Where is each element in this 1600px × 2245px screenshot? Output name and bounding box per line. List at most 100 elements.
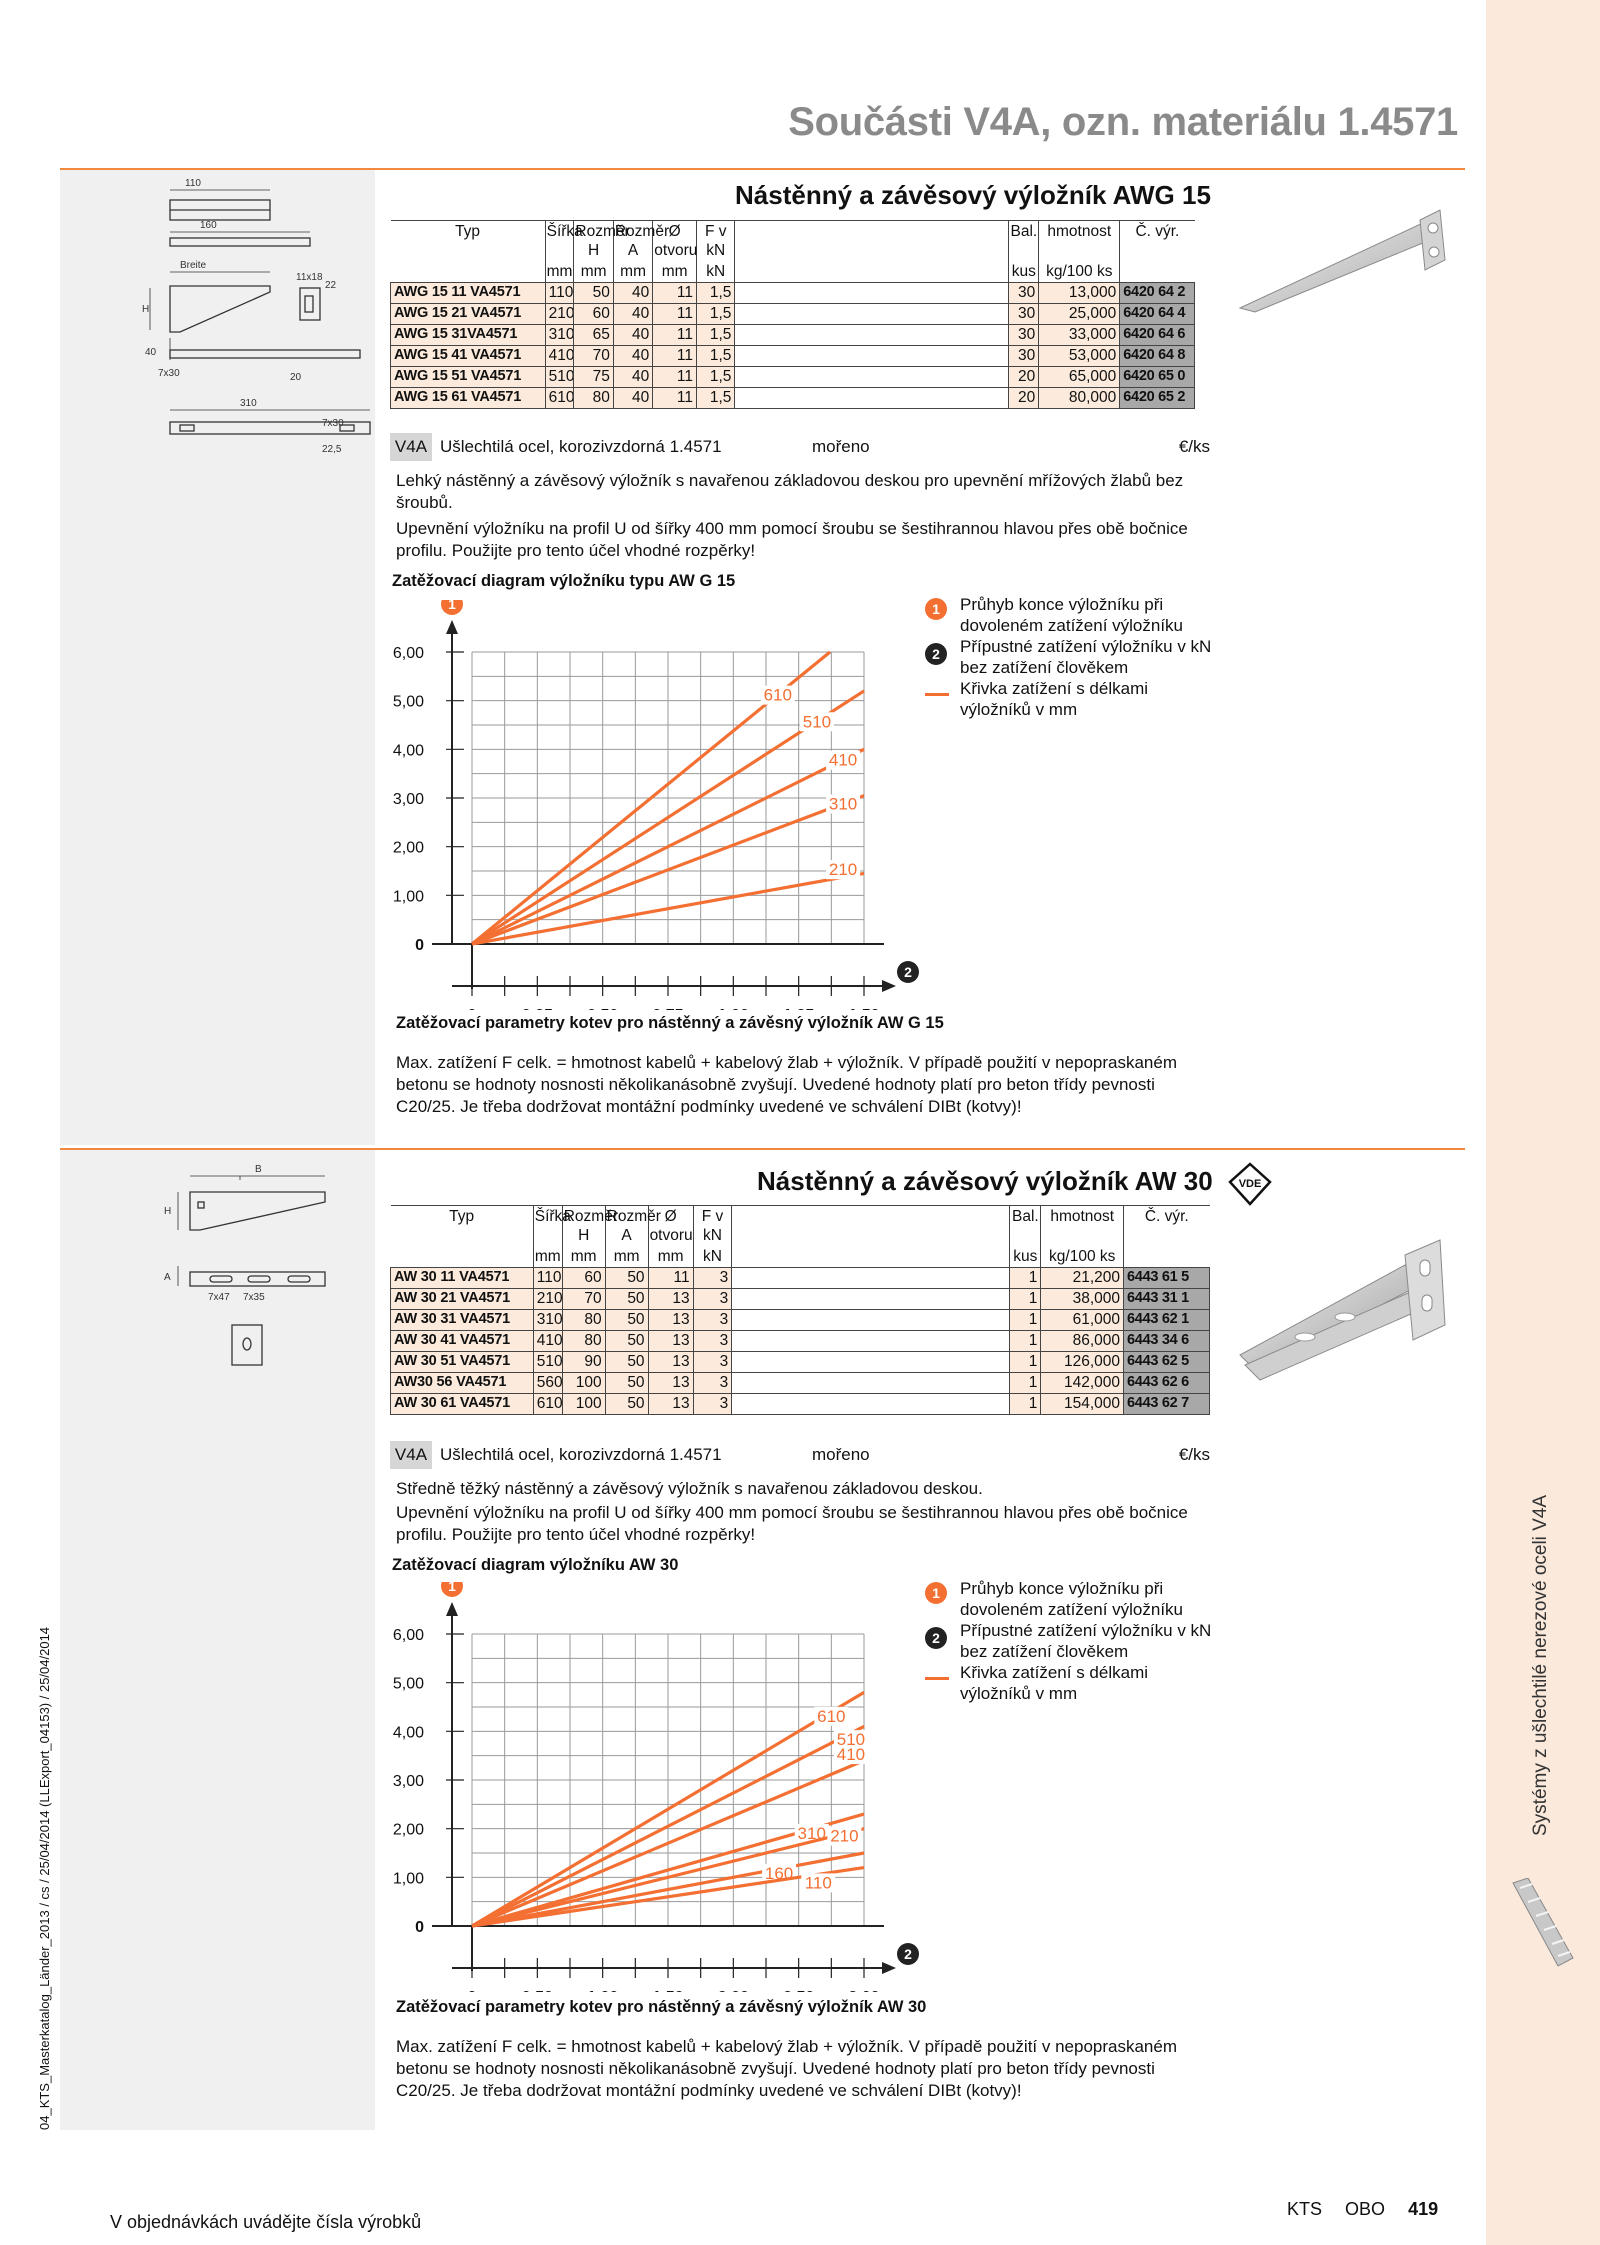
value-cell: 20 [1008,387,1040,409]
material-tag: V4A [390,1441,432,1469]
value-cell: 75 [573,366,614,388]
table-row: AWG 15 41 VA4571 410 70 40 11 1,5 30 53,000 6420… [390,345,1195,367]
dim-label: 7x30 [158,368,180,379]
dim-label: 22,5 [322,444,342,455]
series-label-bg [799,712,834,732]
article-number-cell: 6443 62 7 [1123,1393,1210,1415]
value-cell: 38,000 [1040,1288,1125,1310]
y-tick-label: 0 [415,937,424,954]
value-cell: 90 [561,1351,606,1373]
page-title: Součásti V4A, ozn. materiálu 1.4571 [788,100,1458,144]
value-cell: 50 [604,1309,649,1331]
value-cell: 13 [647,1351,694,1373]
unit-cell: kg/100 ks [1038,261,1121,283]
x-axis-arrow [882,1962,896,1974]
section-title: Nástěnný a závěsový výložník AW 30 [757,1166,1213,1196]
series-label-bg [760,685,795,705]
dim-label: 310 [240,398,257,409]
legend-badge-1: 1 [925,1582,947,1604]
value-cell: 61,000 [1040,1309,1125,1331]
series-line-610 [471,1691,865,1928]
unit-cell: kN [696,261,736,283]
value-cell: 53,000 [1038,345,1121,367]
article-number-cell: 6420 64 8 [1119,345,1195,367]
y-tick-label: 1,00 [393,1870,424,1887]
value-cell: 3 [692,1267,733,1289]
value-cell: 410 [544,345,575,367]
article-number-cell: 6443 61 5 [1123,1267,1210,1289]
type-cell: AW 30 11 VA4571 [390,1267,534,1289]
series-label-bg [814,1706,849,1726]
unit-cell: mm [533,1246,563,1268]
series-label-410: 410 [837,1745,865,1764]
value-cell: 40 [612,324,654,346]
value-cell: 1 [1009,1351,1042,1373]
value-cell: 410 [532,1330,563,1352]
value-cell: 310 [544,324,575,346]
y-tick-label: 0 [415,1919,424,1936]
series-line-410 [471,747,865,946]
article-number-cell: 6443 62 6 [1123,1372,1210,1394]
col-header: Rozměr H [573,220,630,261]
value-cell: 1,5 [696,366,736,388]
article-number-cell: 6443 31 1 [1123,1288,1210,1310]
value-cell: 13,000 [1038,282,1121,304]
value-cell: 50 [604,1288,649,1310]
page-number: 419 [1408,2199,1439,2219]
value-cell: 13 [647,1393,694,1415]
table-row: AWG 15 51 VA4571 510 75 40 11 1,5 20 65,000 6420… [390,366,1195,388]
value-cell: 1,5 [696,324,736,346]
value-cell: 310 [532,1309,563,1331]
table-row: AWG 15 31VA4571 310 65 40 11 1,5 30 33,000 6420 … [390,324,1195,346]
value-cell: 11 [652,303,698,325]
spacer-cell [734,387,1010,409]
chart-grid [471,651,865,945]
series-label-bg [826,750,861,770]
value-cell: 30 [1008,324,1040,346]
spacer-cell [731,1330,1011,1352]
value-cell: 30 [1008,282,1040,304]
cable-tray-thumbnail [1512,1878,1574,1967]
col-header: hmotnost [1040,1205,1125,1246]
series-label-bg [826,860,861,880]
x-tick-label: 0,75 [652,1007,683,1010]
value-cell: 80 [561,1330,606,1352]
anchor-title: Zatěžovací parametry kotev pro nástěnný … [396,1998,927,2016]
value-cell: 11 [652,366,698,388]
unit-cell: kg/100 ks [1040,1246,1125,1268]
x-tick-label: 0,50 [522,1989,553,1992]
article-number-cell: 6443 62 5 [1123,1351,1210,1373]
product-table: Typ Šířka Rozměr H Rozměr A Ø otvoru F v k… [390,220,1195,409]
dim-label: 40 [145,347,157,358]
series-line-510 [471,1725,865,1928]
value-cell: 11 [647,1267,694,1289]
value-cell: 560 [532,1372,563,1394]
type-cell: AWG 15 31VA4571 [390,324,546,346]
article-number-cell: 6420 65 2 [1119,387,1195,409]
y-tick-label: 3,00 [393,791,424,808]
value-cell: 13 [647,1309,694,1331]
vde-mark-icon: VDE [1228,1162,1272,1206]
y-tick-label: 4,00 [393,1724,424,1741]
spacer-cell [731,1393,1011,1415]
spacer-cell [731,1267,1011,1289]
footer-brand: KTS OBO 419 [1287,2199,1438,2220]
x-tick-label: 1,25 [783,1007,814,1010]
x-tick-label: 0 [468,1007,477,1010]
unit-cell: kN [693,1246,733,1268]
type-cell: AW 30 61 VA4571 [390,1393,534,1415]
legend-text-1: Průhyb konce výložníku při dovoleném zat… [960,595,1184,635]
value-cell: 20 [1008,366,1040,388]
material-text: Ušlechtilá ocel, korozivzdorná 1.4571 [440,437,722,456]
legend-text-2: Přípustné zatížení výložníku v kN bez za… [960,637,1212,677]
unit-cell: mm [648,1246,694,1268]
type-cell: AW 30 51 VA4571 [390,1351,534,1373]
value-cell: 100 [561,1372,606,1394]
series-label-bg [801,1873,836,1893]
y-axis-badge-label: 1 [448,1582,456,1594]
unit-cell: kus [1009,1246,1042,1268]
value-cell: 50 [604,1393,649,1415]
value-cell: 210 [544,303,575,325]
col-header: Ø otvoru [648,1205,694,1246]
article-number-cell: 6420 64 6 [1119,324,1195,346]
